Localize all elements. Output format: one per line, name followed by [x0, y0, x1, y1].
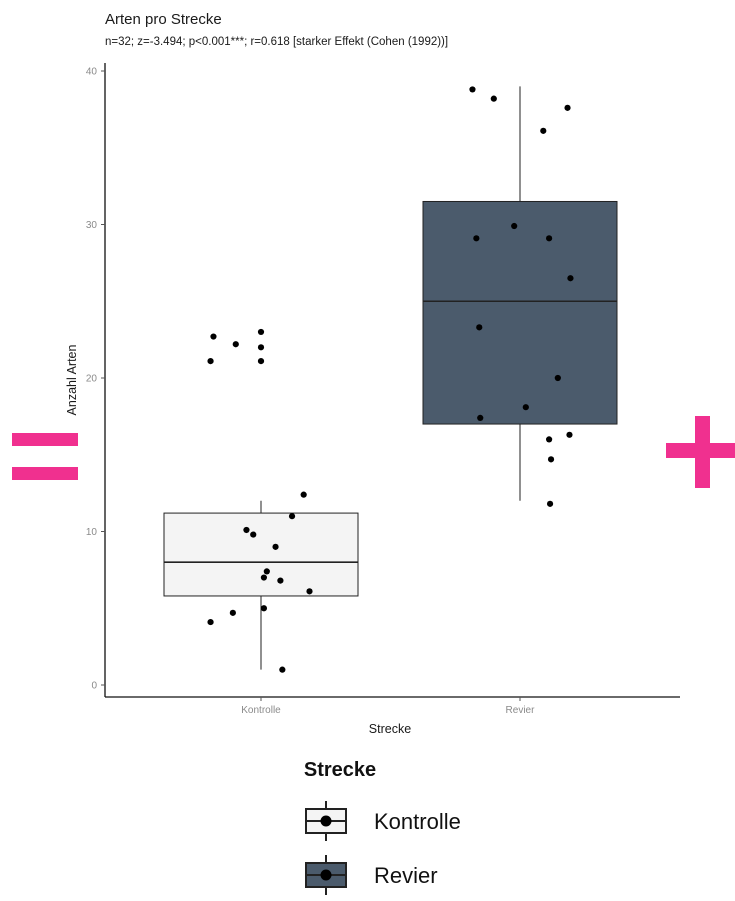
data-point [279, 666, 286, 673]
data-point [522, 404, 529, 411]
y-tick-label: 10 [86, 527, 98, 538]
box-iqr [422, 200, 618, 425]
data-point [540, 127, 547, 134]
data-point [210, 333, 217, 340]
equals-bar-bottom [12, 467, 78, 480]
data-point [476, 324, 483, 331]
data-point [257, 358, 265, 365]
data-point [243, 526, 250, 534]
data-point [567, 275, 574, 282]
data-point [306, 588, 313, 595]
x-tick-label: Kontrolle [241, 705, 281, 716]
x-axis-title: Strecke [369, 722, 411, 736]
x-tick-label: Revier [506, 705, 536, 716]
legend: Kontrolle Revier [305, 801, 461, 895]
data-point [257, 328, 265, 336]
equals-sign-decoration [12, 433, 78, 480]
y-tick-label: 20 [86, 374, 98, 385]
data-point [490, 95, 497, 102]
data-point [477, 414, 484, 422]
data-point [564, 104, 571, 111]
data-point [473, 235, 480, 242]
chart-subtitle: n=32; z=-3.494; p<0.001***; r=0.618 [sta… [105, 36, 448, 48]
plus-bar-vertical [695, 416, 710, 488]
data-point [229, 609, 236, 616]
box-kontrolle [163, 500, 359, 670]
data-point [260, 605, 268, 612]
data-point [260, 574, 268, 581]
x-tick-labels: Kontrolle Revier [241, 697, 535, 716]
data-point [469, 86, 476, 93]
data-point [546, 436, 553, 443]
chart-title: Arten pro Strecke [105, 11, 222, 28]
box-revier [422, 86, 618, 501]
legend-key-point [320, 869, 332, 881]
data-point [257, 344, 265, 351]
data-point [263, 568, 270, 575]
y-axis-title: Anzahl Arten [65, 345, 79, 416]
legend-key-point [320, 815, 332, 827]
data-point [250, 531, 257, 538]
data-point [277, 577, 284, 584]
data-point [300, 491, 307, 498]
plus-sign-decoration [666, 416, 735, 488]
y-tick-label: 30 [86, 220, 98, 231]
legend-label: Kontrolle [374, 809, 461, 834]
box-iqr [163, 512, 359, 597]
data-point [566, 431, 573, 438]
data-point [232, 341, 239, 348]
data-point [207, 618, 214, 626]
data-point [547, 456, 555, 463]
y-tick-labels: 0 10 20 30 40 [86, 67, 105, 692]
plot-area [163, 86, 618, 673]
data-point [511, 222, 518, 230]
legend-label: Revier [374, 863, 438, 888]
legend-item-kontrolle: Kontrolle [305, 801, 461, 841]
legend-title: Strecke [304, 759, 376, 781]
data-point [207, 358, 214, 365]
data-point [288, 513, 296, 520]
data-point [554, 374, 561, 382]
equals-bar-top [12, 433, 78, 446]
data-point [272, 543, 279, 550]
y-tick-label: 0 [91, 681, 97, 692]
data-point [546, 235, 553, 242]
legend-item-revier: Revier [305, 855, 438, 895]
y-tick-label: 40 [86, 67, 98, 78]
data-point [546, 500, 554, 507]
